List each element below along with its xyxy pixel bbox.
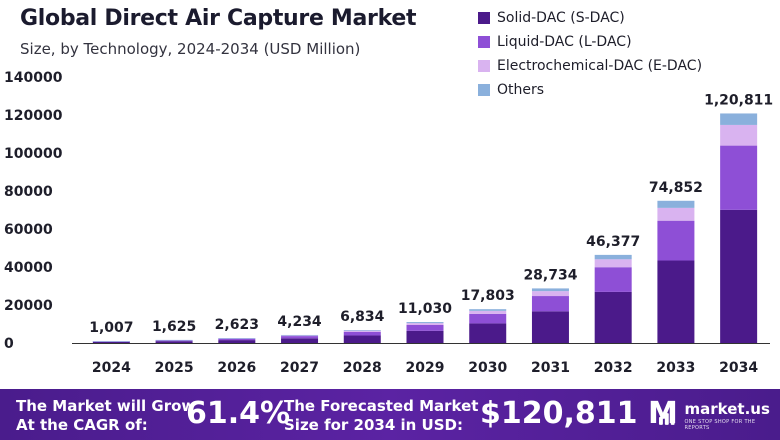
bar-total-label: 1,007: [89, 320, 133, 336]
bar-segment-others: [657, 200, 695, 208]
legend-item-solid-dac: Solid-DAC (S-DAC): [478, 6, 702, 30]
bar-segment-liquid-dac: [281, 336, 319, 339]
y-tick-label: 100000: [4, 146, 63, 162]
y-tick-label: 40000: [4, 260, 53, 276]
x-tick-label: 2029: [406, 360, 445, 376]
bar-segment-others: [218, 338, 256, 339]
bar-segment-others: [531, 288, 569, 292]
x-tick-label: 2031: [531, 360, 570, 376]
bar-segment-solid-dac: [594, 291, 632, 343]
bar-segment-liquid-dac: [218, 338, 256, 341]
bar-chart-icon: [658, 408, 675, 425]
market-size-value: $120,811 M: [480, 396, 678, 431]
y-tick-label: 0: [4, 336, 14, 352]
legend-label: Solid-DAC (S-DAC): [497, 10, 625, 26]
bar-segment-electrochemical-dac: [469, 310, 507, 314]
bar-segment-solid-dac: [531, 311, 569, 343]
bar-segment-others: [281, 334, 319, 336]
bar-segment-others: [594, 254, 632, 260]
bar-segment-solid-dac: [281, 338, 319, 343]
bar-total-label: 11,030: [398, 301, 452, 317]
bar-segment-solid-dac: [155, 341, 193, 343]
chart-subtitle: Size, by Technology, 2024-2034 (USD Mill…: [20, 40, 361, 58]
bar-total-label: 1,625: [152, 319, 196, 335]
legend-label: Electrochemical-DAC (E-DAC): [497, 58, 703, 74]
y-tick-label: 120000: [4, 108, 63, 124]
bar-total-label: 28,734: [523, 267, 577, 283]
logo-tagline: ONE STOP SHOP FOR THE REPORTS: [684, 419, 756, 431]
legend-swatch-others: [478, 84, 490, 96]
market-us-logo[interactable]: market.us ONE STOP SHOP FOR THE REPORTS: [658, 402, 780, 431]
legend: Solid-DAC (S-DAC) Liquid-DAC (L-DAC) Ele…: [478, 6, 702, 102]
legend-swatch-liquid-dac: [478, 36, 490, 48]
x-tick-label: 2033: [656, 360, 695, 376]
bar-total-label: 4,234: [277, 314, 322, 330]
bar-chart: 0 20000 40000 60000 80000 100000 120000 140000 1…: [4, 70, 773, 376]
x-tick-label: 2025: [155, 360, 194, 376]
bar-segment-electrochemical-dac: [281, 335, 319, 337]
y-tick-label: 60000: [4, 222, 53, 238]
bar-segment-electrochemical-dac: [406, 323, 444, 325]
bar-segment-others: [92, 341, 130, 342]
bar-segment-solid-dac: [720, 209, 758, 343]
bar-segment-liquid-dac: [343, 331, 381, 336]
bar-segment-electrochemical-dac: [594, 259, 632, 268]
bar-segment-liquid-dac: [531, 296, 569, 312]
bar-segment-solid-dac: [218, 340, 256, 343]
bar-total-label: 17,803: [461, 288, 515, 304]
cagr-label: The Market will Grow At the CAGR of:: [16, 397, 196, 434]
bar-total-label: 2,623: [215, 317, 259, 333]
y-tick-label: 20000: [4, 298, 53, 314]
y-tick-label: 80000: [4, 184, 53, 200]
bar-segment-liquid-dac: [155, 340, 193, 342]
bar-segment-solid-dac: [92, 341, 130, 343]
bar-segment-others: [155, 339, 193, 341]
x-tick-label: 2032: [594, 360, 633, 376]
cagr-value: 61.4%: [186, 396, 291, 431]
bar-segment-electrochemical-dac: [720, 124, 758, 146]
bar-total-label: 74,852: [649, 180, 703, 196]
bar-segment-liquid-dac: [657, 220, 695, 261]
footer-banner: The Market will Grow At the CAGR of: 61.…: [0, 389, 780, 440]
x-tick-label: 2034: [719, 360, 758, 376]
bar-segment-others: [720, 113, 758, 125]
legend-label: Others: [497, 82, 545, 98]
chart-title: Global Direct Air Capture Market: [20, 6, 417, 31]
legend-item-liquid-dac: Liquid-DAC (L-DAC): [478, 30, 702, 54]
market-size-label: The Forecasted Market Size for 2034 in U…: [284, 397, 479, 434]
bar-total-label: 46,377: [586, 234, 640, 250]
bar-total-label: 1,20,811: [704, 92, 773, 108]
legend-item-others: Others: [478, 78, 702, 102]
logo-text: market.us: [684, 400, 770, 418]
bar-segment-liquid-dac: [469, 313, 507, 324]
bar-segment-solid-dac: [343, 335, 381, 343]
bar-segment-others: [343, 330, 381, 331]
bar-segment-solid-dac: [469, 323, 507, 343]
legend-swatch-solid-dac: [478, 12, 490, 24]
bar-segment-solid-dac: [657, 260, 695, 343]
x-tick-label: 2027: [280, 360, 319, 376]
legend-item-electrochemical-dac: Electrochemical-DAC (E-DAC): [478, 54, 702, 78]
bar-segment-electrochemical-dac: [531, 291, 569, 297]
bar-segment-liquid-dac: [720, 145, 758, 210]
bar-segment-liquid-dac: [594, 267, 632, 292]
x-tick-label: 2024: [92, 360, 131, 376]
x-tick-label: 2026: [217, 360, 256, 376]
x-tick-label: 2030: [468, 360, 507, 376]
legend-label: Liquid-DAC (L-DAC): [497, 34, 632, 50]
bar-segment-others: [469, 309, 507, 311]
bar-segment-liquid-dac: [406, 324, 444, 331]
legend-swatch-electrochemical-dac: [478, 60, 490, 72]
y-tick-label: 140000: [4, 70, 63, 86]
bar-segment-others: [406, 322, 444, 324]
bar-segment-electrochemical-dac: [657, 207, 695, 221]
bar-segment-solid-dac: [406, 330, 444, 343]
bar-total-label: 6,834: [340, 309, 385, 325]
x-tick-label: 2028: [343, 360, 382, 376]
bar-segment-electrochemical-dac: [343, 330, 381, 332]
